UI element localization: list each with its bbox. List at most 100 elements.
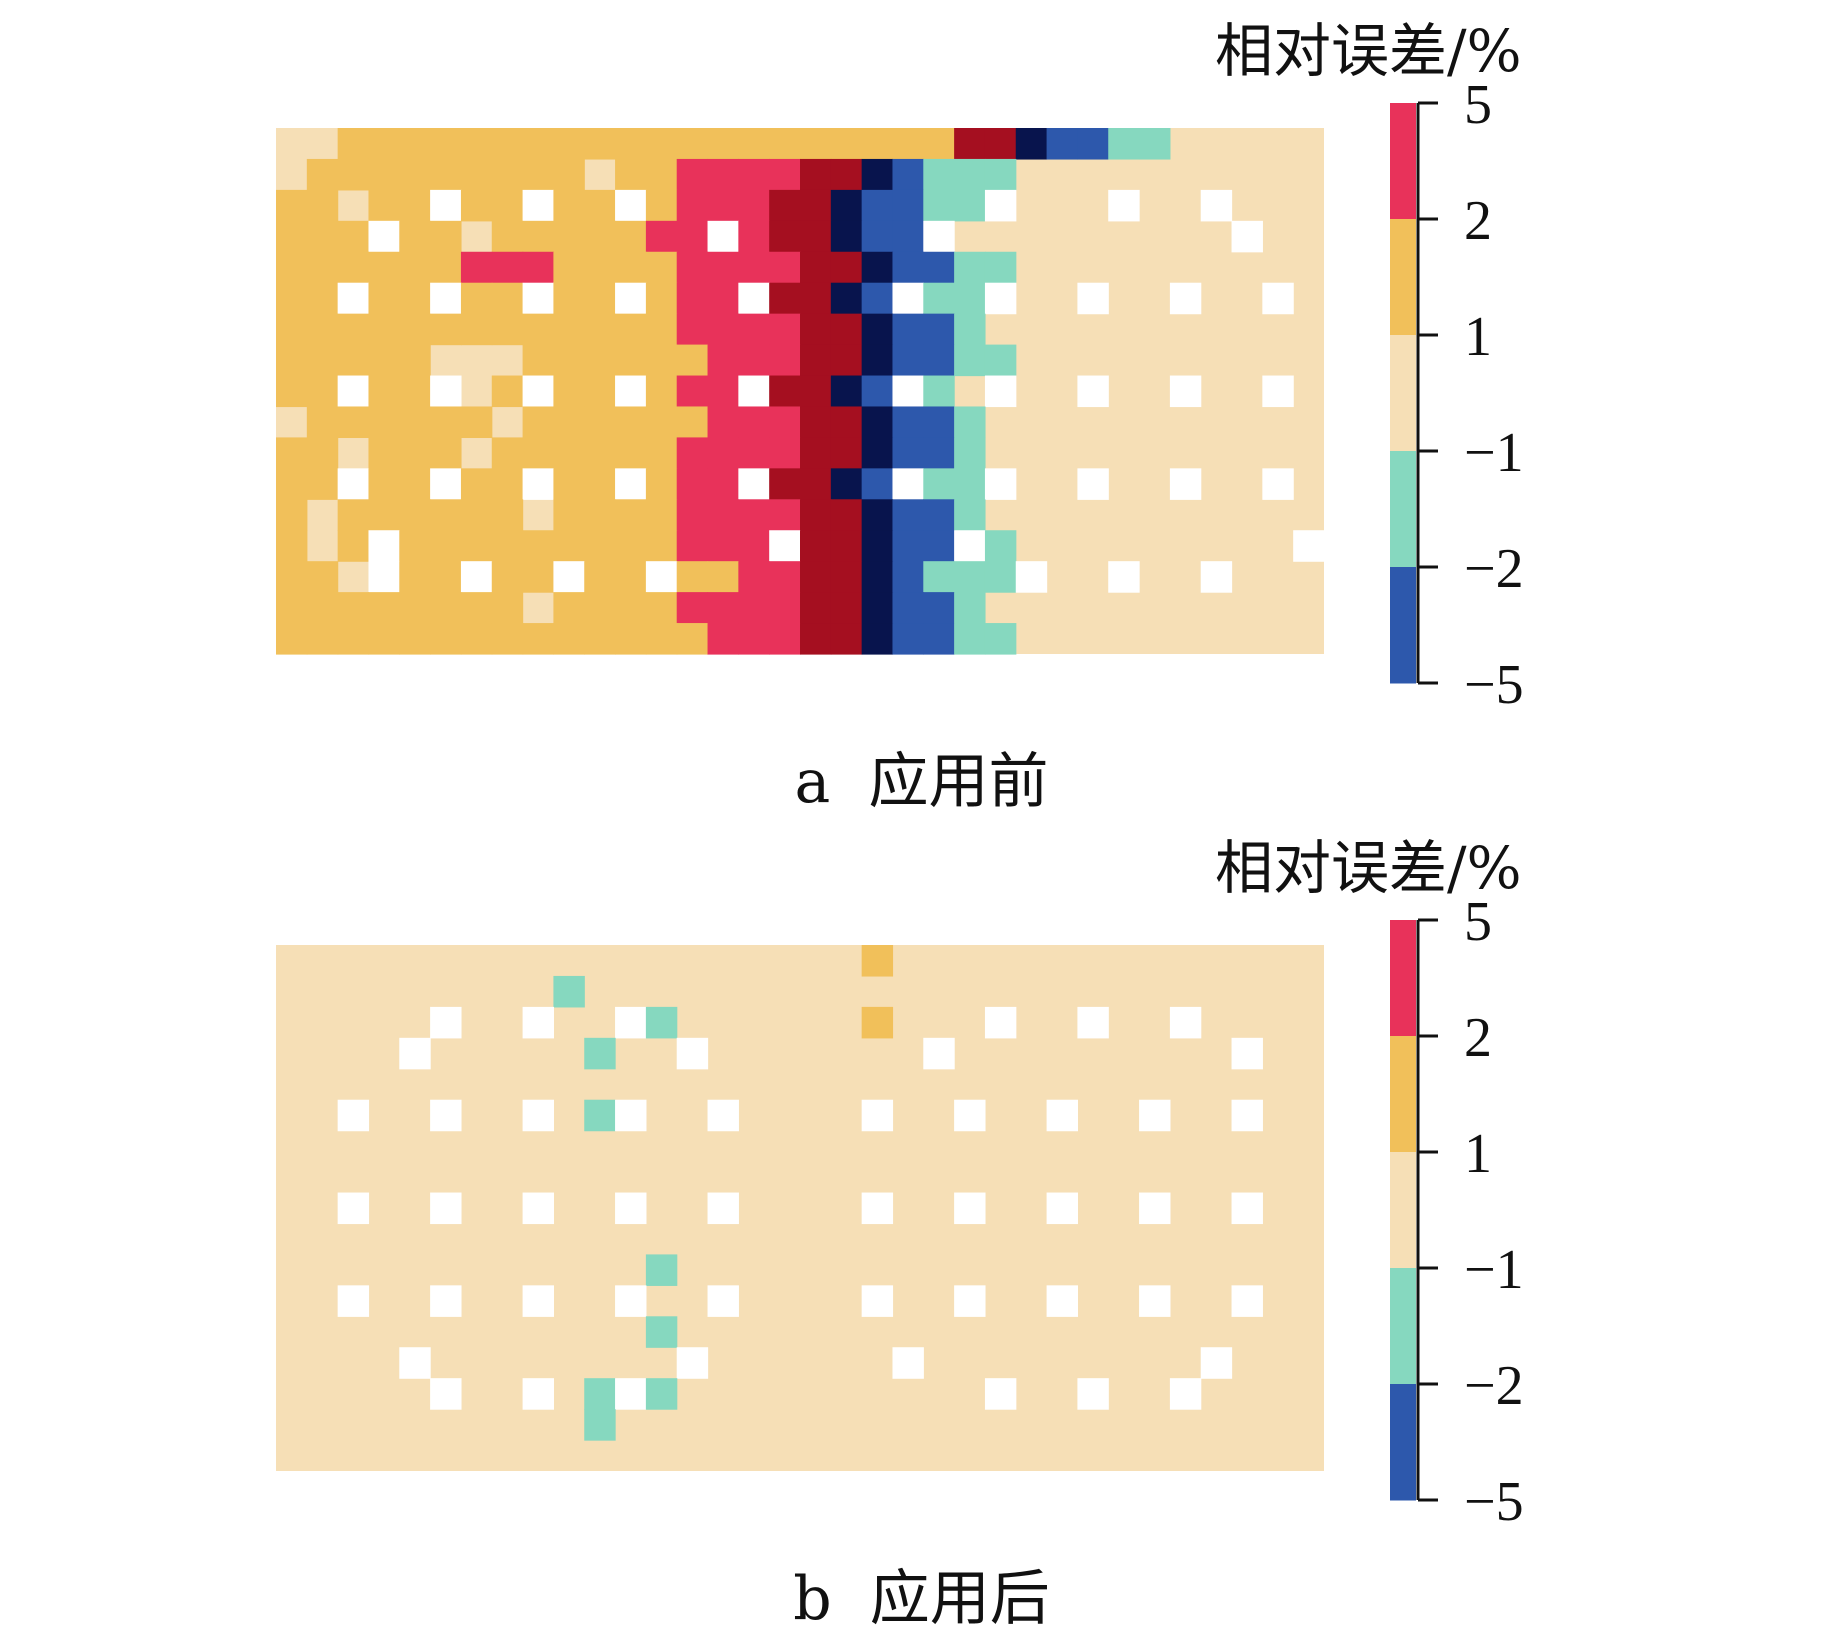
heatmap-cell: [337, 282, 370, 315]
heatmap-cell: [645, 128, 678, 160]
heatmap-cell: [800, 375, 832, 408]
heatmap-cell: [584, 189, 616, 222]
heatmap-cell: [830, 220, 863, 253]
heatmap-cell: [984, 128, 1017, 160]
heatmap-cell: [645, 406, 678, 439]
heatmap-cell: [1139, 1285, 1171, 1317]
heatmap-cell: [800, 282, 832, 315]
heatmap-cell: [707, 406, 739, 439]
heatmap-cell: [553, 220, 585, 253]
heatmap-cell: [337, 406, 370, 439]
colorbar-segment: [1390, 451, 1416, 568]
heatmap-cell: [276, 344, 308, 377]
heatmap-cell: [276, 499, 308, 531]
heatmap-cell: [892, 561, 924, 593]
heatmap-cell: [337, 530, 370, 562]
heatmap-cell: [553, 975, 585, 1008]
heatmap-cell: [984, 158, 1017, 191]
heatmap-cell: [1262, 375, 1294, 408]
heatmap-cell: [276, 530, 308, 562]
heatmap-cell: [861, 344, 894, 377]
heatmap-cell: [800, 623, 832, 655]
heatmap-cell: [460, 282, 493, 315]
heatmap-cell: [399, 220, 431, 253]
heatmap-cell: [923, 220, 955, 253]
heatmap-cell: [522, 251, 555, 284]
heatmap-cell: [984, 623, 1017, 655]
heatmap-cell: [553, 251, 585, 284]
heatmap-cell: [584, 530, 616, 562]
heatmap-cell: [306, 282, 339, 315]
colorbar-segment: [1390, 1036, 1416, 1153]
heatmap-cell: [1139, 1192, 1171, 1225]
heatmap-cell: [337, 251, 370, 284]
heatmap-cell: [676, 282, 709, 315]
heatmap-cell: [645, 561, 678, 593]
heatmap-cell: [276, 592, 308, 624]
heatmap-cell: [430, 1285, 462, 1317]
heatmap-cell: [923, 128, 955, 160]
heatmap-cell: [676, 499, 709, 531]
heatmap-cell: [769, 561, 801, 593]
heatmap-cell: [430, 1006, 462, 1039]
heatmap-cell: [1293, 530, 1325, 562]
heatmap-cell: [522, 128, 555, 160]
caption-a: a 应用前: [794, 747, 1049, 817]
heatmap-cell: [337, 375, 370, 408]
heatmap-cell: [1015, 128, 1048, 160]
heatmap-cell: [584, 282, 616, 315]
heatmap-cell: [984, 530, 1017, 562]
heatmap-cell: [430, 128, 462, 160]
heatmap-cell: [892, 128, 924, 160]
heatmap-cell: [861, 1285, 894, 1317]
heatmap-cell: [830, 158, 863, 191]
heatmap-cell: [892, 1347, 924, 1379]
heatmap-cell: [954, 1285, 986, 1317]
heatmap-cell: [1077, 128, 1109, 160]
heatmap-cell: [584, 1099, 616, 1132]
heatmap-cell: [306, 592, 339, 624]
colorbar-tick-label: 2: [1464, 190, 1492, 252]
heatmap-cell: [769, 592, 801, 624]
heatmap-cell: [399, 344, 431, 377]
heatmap-cell: [1077, 282, 1109, 315]
heatmap-cell: [337, 592, 370, 624]
heatmap-cell: [861, 251, 894, 284]
heatmap-cell: [645, 437, 678, 469]
heatmap-cell: [954, 282, 986, 315]
heatmap-cell: [276, 313, 308, 346]
heatmap-cell: [460, 499, 493, 531]
heatmap-cell: [738, 375, 770, 408]
heatmap-cell: [769, 530, 801, 562]
heatmap-cell: [738, 623, 770, 655]
heatmap-cell: [337, 623, 370, 655]
heatmap-cell: [1046, 128, 1079, 160]
colorbar-segment: [1390, 1152, 1416, 1269]
heatmap-cell: [923, 189, 955, 222]
heatmap-cell: [892, 592, 924, 624]
heatmap-cell: [399, 468, 431, 500]
colorbar-segment: [1390, 1268, 1416, 1385]
heatmap-cell: [1077, 375, 1109, 408]
heatmap-cell: [460, 468, 493, 500]
heatmap-cell: [1200, 189, 1233, 222]
heatmap-cell: [584, 313, 616, 346]
heatmap-cell: [1139, 1099, 1171, 1132]
heatmap-cell: [306, 406, 339, 439]
heatmap-cell: [738, 220, 770, 253]
heatmap-cell: [368, 313, 400, 346]
heatmap-cell: [892, 158, 924, 191]
colorbar-tick-label: 2: [1464, 1007, 1492, 1069]
heatmap-cell: [892, 437, 924, 469]
heatmap-cell: [1046, 1285, 1079, 1317]
heatmap-cell: [522, 375, 555, 408]
heatmap-cell: [306, 468, 339, 500]
heatmap-cell: [738, 128, 770, 160]
heatmap-cell: [707, 282, 739, 315]
heatmap-cell: [615, 1099, 647, 1132]
heatmap-cell: [861, 623, 894, 655]
heatmap-cell: [984, 1378, 1017, 1410]
heatmap-cell: [399, 499, 431, 531]
heatmap-cell: [738, 282, 770, 315]
heatmap-cell: [676, 344, 709, 377]
